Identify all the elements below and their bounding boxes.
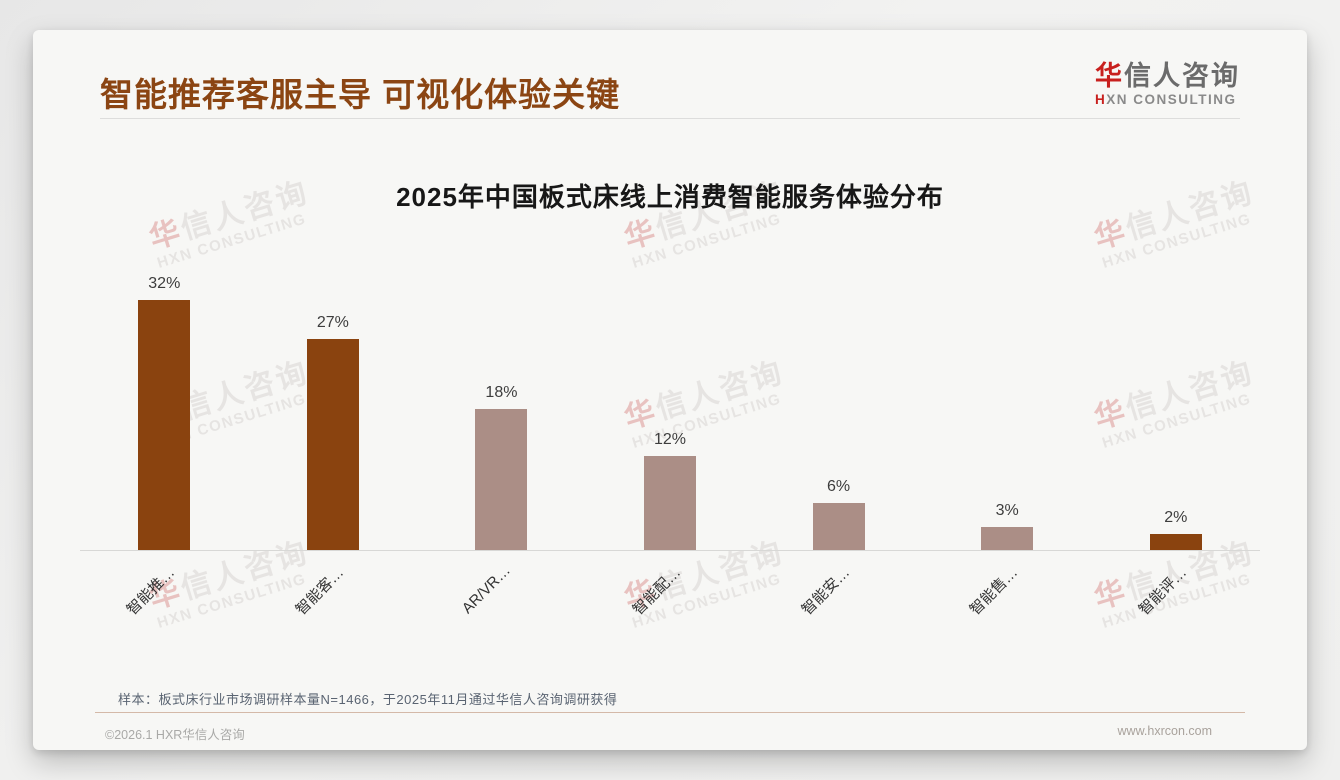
- bar-value-label: 6%: [827, 478, 851, 495]
- watermark-english: HXN CONSULTING: [1100, 210, 1254, 272]
- bar-value-label: 2%: [1164, 509, 1188, 526]
- bar: [812, 503, 865, 550]
- slide-card: 智能推荐客服主导 可视化体验关键 华信人咨询 HXN CONSULTING 20…: [33, 30, 1307, 750]
- logo-en-rest: XN CONSULTING: [1106, 92, 1237, 108]
- bar: [981, 527, 1034, 550]
- footer: ©2026.1 HXR华信人咨询 www.hxrcon.com: [105, 724, 1212, 743]
- bar-chart: 32% 智能推… 27% 智能客… 18% AR/VR… 12% 智能配… 6% 智能安… 3% 智能…: [80, 271, 1260, 619]
- bar-column: 6% 智能安…: [754, 271, 923, 619]
- watermark-english: HXN CONSULTING: [155, 210, 309, 272]
- logo-english-text: HXN CONSULTING: [1095, 92, 1240, 107]
- x-axis-label: 智能评…: [1135, 564, 1190, 619]
- watermark-english: HXN CONSULTING: [630, 210, 784, 272]
- bar: [1149, 534, 1202, 550]
- company-logo: 华信人咨询 HXN CONSULTING: [1095, 60, 1240, 107]
- bar: [138, 300, 191, 550]
- bar-column: 2% 智能评…: [1091, 271, 1260, 619]
- bar-value-label: 18%: [485, 384, 518, 401]
- logo-accent-char: 华: [1095, 61, 1124, 91]
- bar-column: 3% 智能售…: [923, 271, 1092, 619]
- x-axis-label: AR/VR…: [458, 562, 514, 618]
- header-divider: [100, 118, 1240, 119]
- website-url: www.hxrcon.com: [1117, 724, 1212, 738]
- x-axis-label: 智能售…: [966, 564, 1022, 619]
- bar-value-label: 12%: [654, 431, 687, 448]
- bar-column: 18% AR/VR…: [417, 271, 586, 617]
- bar: [306, 339, 359, 550]
- page-title: 智能推荐客服主导 可视化体验关键: [100, 76, 621, 113]
- bar-column: 12% 智能配…: [586, 271, 755, 619]
- logo-rest-chars: 信人咨询: [1124, 61, 1240, 91]
- bar-column: 27% 智能客…: [249, 271, 418, 619]
- bar-value-label: 3%: [995, 502, 1019, 519]
- logo-chinese-text: 华信人咨询: [1095, 60, 1240, 92]
- x-axis-label: 智能配…: [629, 564, 685, 619]
- logo-en-accent: H: [1095, 92, 1107, 108]
- x-axis-label: 智能客…: [292, 564, 348, 619]
- x-axis-label: 智能推…: [123, 564, 179, 619]
- bar-value-label: 32%: [148, 275, 181, 292]
- x-axis-label: 智能安…: [798, 564, 853, 619]
- bar-column: 32% 智能推…: [80, 271, 249, 619]
- bar: [644, 456, 697, 550]
- bar-value-label: 27%: [316, 314, 349, 331]
- footer-divider: [95, 712, 1245, 713]
- chart-title: 2025年中国板式床线上消费智能服务体验分布: [396, 182, 944, 212]
- sample-note: 样本：板式床行业市场调研样本量N=1466，于2025年11月通过华信人咨询调研…: [118, 692, 618, 707]
- copyright-text: ©2026.1 HXR华信人咨询: [105, 728, 245, 742]
- bar: [475, 409, 528, 550]
